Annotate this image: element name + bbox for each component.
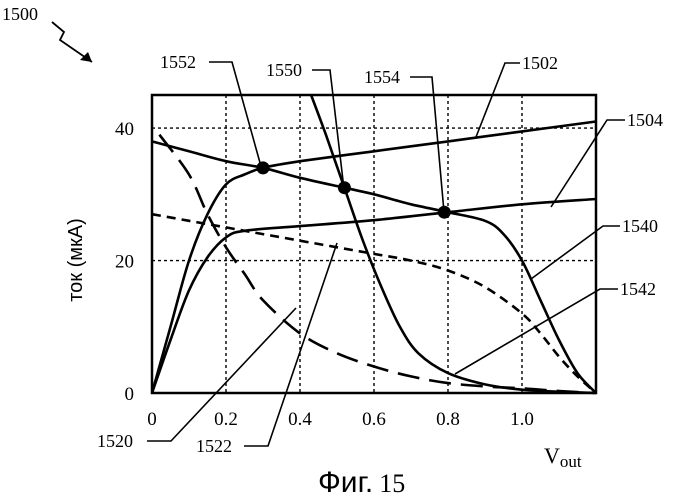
leader-1542	[455, 289, 618, 374]
y-tick-label: 0	[125, 384, 135, 405]
callout-1502: 1502	[522, 53, 558, 73]
x-tick-label: 0.4	[288, 409, 312, 430]
y-tick-label: 20	[115, 252, 134, 273]
callout-1552: 1552	[160, 52, 196, 72]
caption-number: 15	[379, 469, 405, 498]
figure-number-arrowhead	[80, 52, 92, 62]
callout-1504: 1504	[627, 110, 663, 130]
marker-1552	[257, 161, 270, 174]
x-axis-label-main: V	[544, 443, 560, 468]
x-tick-label: 0.6	[362, 409, 386, 430]
caption-prefix: Фиг.	[318, 466, 373, 499]
series-1520-line	[159, 135, 596, 393]
x-tick-label: 1.0	[510, 409, 534, 430]
callout-1554: 1554	[364, 67, 400, 87]
callout-1550: 1550	[266, 60, 302, 80]
leader-1540	[531, 226, 620, 279]
callout-1520: 1520	[97, 431, 133, 451]
x-tick-labels: 0 0.2 0.4 0.6 0.8 1.0	[147, 409, 534, 430]
x-tick-label: 0.8	[436, 409, 460, 430]
leader-1504	[551, 120, 625, 207]
figure-caption: Фиг.15	[318, 466, 405, 499]
figure-number-label: 1500	[2, 4, 38, 24]
callout-1522: 1522	[196, 436, 232, 456]
y-tick-label: 40	[115, 119, 134, 140]
y-tick-labels: 0 20 40	[115, 119, 134, 405]
callout-1540: 1540	[622, 216, 658, 236]
x-axis-label-subscript: out	[560, 452, 582, 471]
leader-1502	[476, 63, 520, 137]
callout-1542: 1542	[620, 279, 656, 299]
leader-1552	[209, 62, 262, 170]
x-tick-label: 0.2	[214, 409, 238, 430]
leader-lines	[147, 62, 625, 446]
x-axis-label: Vout	[544, 443, 582, 471]
x-tick-label: 0	[147, 409, 157, 430]
y-axis-label: ток (мкА)	[65, 218, 87, 302]
